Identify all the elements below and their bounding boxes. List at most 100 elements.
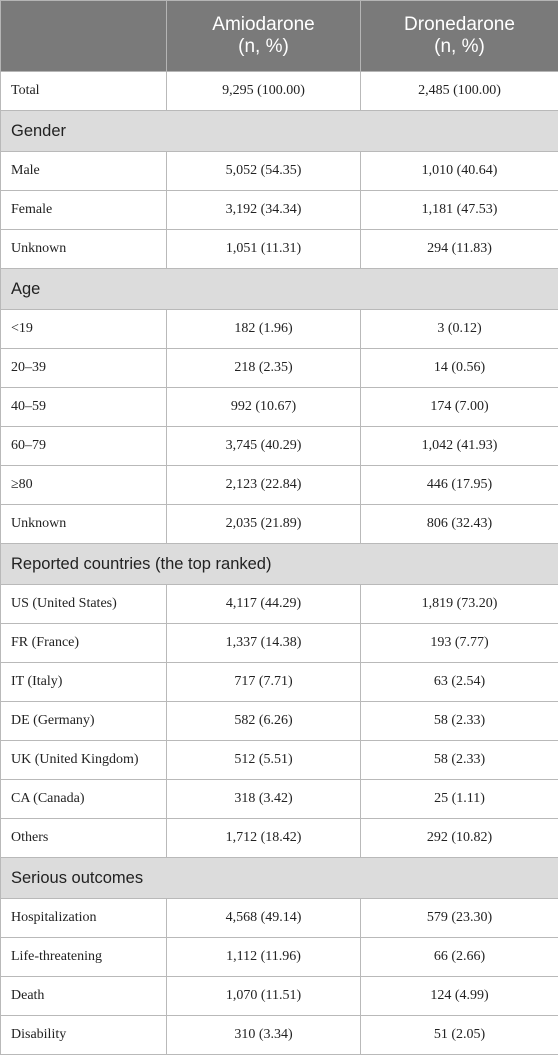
header-amiodarone-unit: (n, %) (167, 36, 360, 58)
header-cell-label (1, 1, 167, 72)
amiodarone-value: 182 (1.96) (167, 310, 361, 349)
section-heading: Age (1, 269, 558, 310)
amiodarone-value: 9,295 (100.00) (167, 72, 361, 111)
row-label: Unknown (1, 505, 167, 544)
dronedarone-value: 58 (2.33) (361, 741, 558, 780)
section-row: Age (1, 269, 558, 310)
amiodarone-value: 318 (3.42) (167, 780, 361, 819)
header-cell-dronedarone: Dronedarone (n, %) (361, 1, 558, 72)
dronedarone-value: 3 (0.12) (361, 310, 558, 349)
amiodarone-value: 2,035 (21.89) (167, 505, 361, 544)
dronedarone-value: 1,010 (40.64) (361, 152, 558, 191)
section-row: Reported countries (the top ranked) (1, 544, 558, 585)
amiodarone-value: 512 (5.51) (167, 741, 361, 780)
amiodarone-value: 717 (7.71) (167, 663, 361, 702)
row-label: Hospitalization (1, 899, 167, 938)
row-label: Disability (1, 1016, 167, 1055)
table-header: Amiodarone (n, %) Dronedarone (n, %) (1, 1, 558, 72)
dronedarone-value: 806 (32.43) (361, 505, 558, 544)
table-row: US (United States)4,117 (44.29)1,819 (73… (1, 585, 558, 624)
dronedarone-value: 292 (10.82) (361, 819, 558, 858)
row-label: Death (1, 977, 167, 1016)
section-heading: Serious outcomes (1, 858, 558, 899)
table-row: FR (France)1,337 (14.38)193 (7.77) (1, 624, 558, 663)
dronedarone-value: 51 (2.05) (361, 1016, 558, 1055)
row-label: US (United States) (1, 585, 167, 624)
header-row: Amiodarone (n, %) Dronedarone (n, %) (1, 1, 558, 72)
row-label: CA (Canada) (1, 780, 167, 819)
dronedarone-value: 58 (2.33) (361, 702, 558, 741)
section-row: Serious outcomes (1, 858, 558, 899)
amiodarone-value: 3,192 (34.34) (167, 191, 361, 230)
amiodarone-value: 1,070 (11.51) (167, 977, 361, 1016)
amiodarone-value: 4,568 (49.14) (167, 899, 361, 938)
dronedarone-value: 25 (1.11) (361, 780, 558, 819)
row-label: Unknown (1, 230, 167, 269)
header-dronedarone-unit: (n, %) (361, 36, 558, 58)
header-dronedarone-name: Dronedarone (361, 14, 558, 36)
section-heading: Reported countries (the top ranked) (1, 544, 558, 585)
table-row: UK (United Kingdom)512 (5.51)58 (2.33) (1, 741, 558, 780)
amiodarone-value: 582 (6.26) (167, 702, 361, 741)
amiodarone-value: 4,117 (44.29) (167, 585, 361, 624)
section-row: Gender (1, 111, 558, 152)
header-amiodarone-name: Amiodarone (167, 14, 360, 36)
table-row: CA (Canada)318 (3.42)25 (1.11) (1, 780, 558, 819)
amiodarone-value: 1,051 (11.31) (167, 230, 361, 269)
amiodarone-value: 1,112 (11.96) (167, 938, 361, 977)
dronedarone-value: 63 (2.54) (361, 663, 558, 702)
dronedarone-value: 1,181 (47.53) (361, 191, 558, 230)
header-cell-amiodarone: Amiodarone (n, %) (167, 1, 361, 72)
dronedarone-value: 1,819 (73.20) (361, 585, 558, 624)
amiodarone-value: 218 (2.35) (167, 349, 361, 388)
amiodarone-value: 5,052 (54.35) (167, 152, 361, 191)
row-label: Total (1, 72, 167, 111)
row-label: UK (United Kingdom) (1, 741, 167, 780)
row-label: Life-threatening (1, 938, 167, 977)
dronedarone-value: 14 (0.56) (361, 349, 558, 388)
row-label: Others (1, 819, 167, 858)
row-label: DE (Germany) (1, 702, 167, 741)
row-label: FR (France) (1, 624, 167, 663)
dronedarone-value: 193 (7.77) (361, 624, 558, 663)
table-row: DE (Germany)582 (6.26)58 (2.33) (1, 702, 558, 741)
dronedarone-value: 294 (11.83) (361, 230, 558, 269)
amiodarone-value: 3,745 (40.29) (167, 427, 361, 466)
table-row: IT (Italy)717 (7.71)63 (2.54) (1, 663, 558, 702)
section-heading: Gender (1, 111, 558, 152)
row-label: IT (Italy) (1, 663, 167, 702)
amiodarone-value: 2,123 (22.84) (167, 466, 361, 505)
dronedarone-value: 579 (23.30) (361, 899, 558, 938)
dronedarone-value: 66 (2.66) (361, 938, 558, 977)
amiodarone-value: 1,337 (14.38) (167, 624, 361, 663)
row-label: Female (1, 191, 167, 230)
row-label: 60–79 (1, 427, 167, 466)
row-label: ˂19 (1, 310, 167, 349)
dronedarone-value: 1,042 (41.93) (361, 427, 558, 466)
dronedarone-value: 446 (17.95) (361, 466, 558, 505)
dronedarone-value: 124 (4.99) (361, 977, 558, 1016)
amiodarone-value: 310 (3.34) (167, 1016, 361, 1055)
row-label: 40–59 (1, 388, 167, 427)
row-label: 20–39 (1, 349, 167, 388)
row-label: ≥80 (1, 466, 167, 505)
dronedarone-value: 2,485 (100.00) (361, 72, 558, 111)
row-label: Male (1, 152, 167, 191)
